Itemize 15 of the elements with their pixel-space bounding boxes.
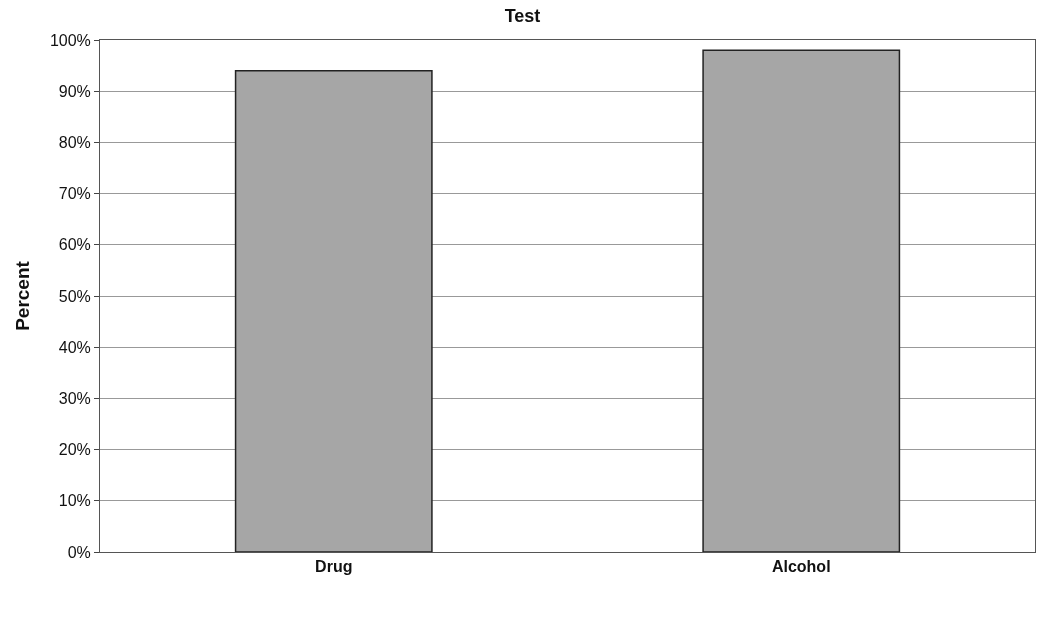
y-tick-label: 80% — [58, 134, 91, 151]
y-tick-label: 60% — [58, 236, 91, 254]
y-tick-label: 0% — [67, 543, 91, 561]
chart-title: Test — [504, 5, 541, 26]
y-tick-label: 50% — [58, 287, 91, 305]
y-tick-label: 10% — [58, 492, 91, 510]
y-tick-label: 90% — [58, 82, 91, 100]
x-tick-label: Alcohol — [771, 558, 831, 576]
y-tick-label: 100% — [49, 31, 91, 49]
y-tick-label: 40% — [58, 338, 91, 356]
x-tick-label: Drug — [315, 558, 353, 576]
y-axis-title: Percent — [11, 260, 33, 331]
y-tick-label: 30% — [58, 390, 91, 407]
y-tick-label: 20% — [58, 441, 91, 459]
y-tick-label: 70% — [58, 185, 91, 203]
